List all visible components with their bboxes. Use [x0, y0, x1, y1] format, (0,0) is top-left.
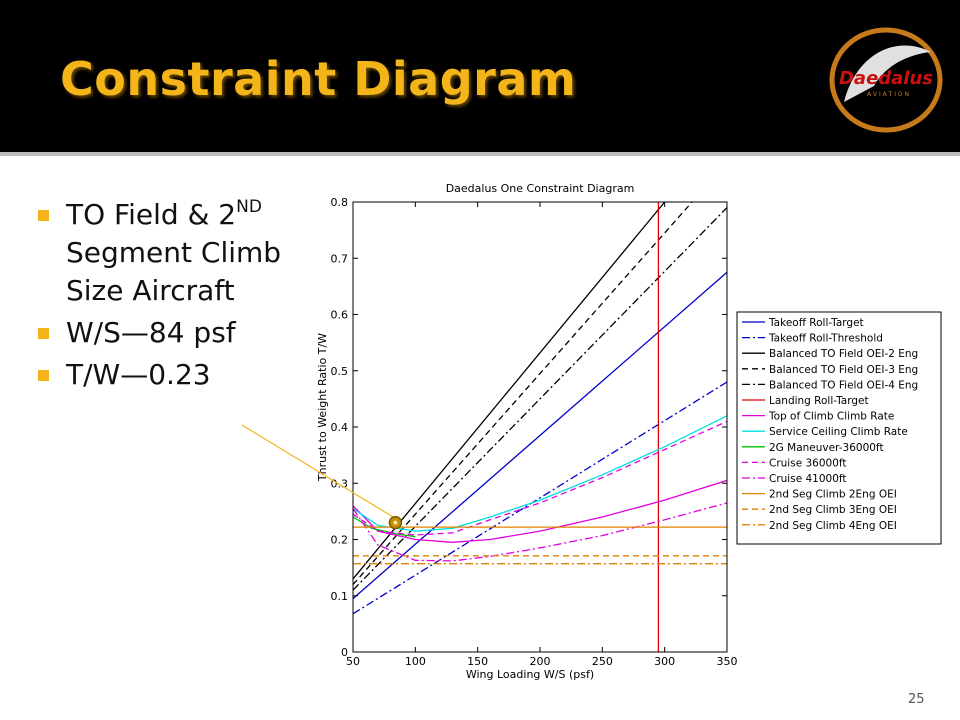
legend-entry: Cruise 41000ft — [769, 473, 847, 485]
series-line-2 — [353, 381, 727, 615]
y-tick-label: 0.6 — [331, 309, 349, 322]
x-tick-label: 250 — [592, 655, 613, 668]
series-line-4 — [353, 202, 693, 585]
series-line-5 — [353, 207, 727, 591]
series-line-8 — [353, 415, 727, 532]
y-tick-label: 0.4 — [331, 421, 349, 434]
design-point-center — [393, 520, 398, 525]
legend-entry: Takeoff Roll-Threshold — [768, 333, 883, 345]
x-tick-label: 150 — [467, 655, 488, 668]
y-tick-label: 0.5 — [331, 365, 349, 378]
x-axis-label: Wing Loading W/S (psf) — [466, 668, 594, 681]
legend-entry: Landing Roll-Target — [769, 395, 869, 407]
legend-entry: 2G Maneuver-36000ft — [769, 442, 884, 454]
annotation-arrow — [241, 424, 393, 518]
x-tick-label: 50 — [346, 655, 360, 668]
legend-entry: Balanced TO Field OEI-3 Eng — [769, 364, 918, 376]
bullet-item: T/W—0.23 — [36, 356, 296, 394]
bullet-text: TO Field & 2 — [66, 198, 237, 231]
series-line-7 — [353, 479, 727, 543]
legend-entry: 2nd Seg Climb 2Eng OEI — [769, 489, 897, 501]
legend-entry: 2nd Seg Climb 4Eng OEI — [769, 520, 897, 532]
legend-entry: Balanced TO Field OEI-4 Eng — [769, 379, 918, 391]
logo-wordmark: Daedalus — [839, 68, 933, 89]
bullet-square-icon — [38, 328, 49, 339]
page-number: 25 — [908, 692, 925, 707]
slide-header — [0, 0, 960, 152]
header-divider — [0, 152, 960, 156]
chart-title: Daedalus One Constraint Diagram — [446, 182, 635, 195]
bullet-square-icon — [38, 210, 49, 221]
logo-wing — [844, 45, 931, 102]
slide-title: Constraint Diagram — [60, 52, 577, 106]
bullet-item: TO Field & 2ND Segment Climb Size Aircra… — [36, 196, 296, 310]
x-tick-label: 100 — [405, 655, 426, 668]
x-tick-label: 300 — [654, 655, 675, 668]
legend-entry: Cruise 36000ft — [769, 457, 847, 469]
bullet-item: W/S—84 psf — [36, 314, 296, 352]
y-tick-label: 0.2 — [331, 534, 349, 547]
series-group — [353, 202, 727, 652]
y-tick-label: 0.7 — [331, 252, 349, 265]
bullet-text: W/S—84 psf — [66, 316, 236, 349]
bullet-superscript: ND — [236, 197, 262, 217]
legend-entry: Top of Climb Climb Rate — [768, 411, 894, 423]
bullet-text-continued: Segment Climb Size Aircraft — [66, 236, 282, 307]
x-tick-label: 200 — [530, 655, 551, 668]
legend-entry: Takeoff Roll-Target — [768, 317, 864, 329]
y-axis-label: Thrust to Weight Ratio T/W — [316, 333, 329, 482]
legend-entry: 2nd Seg Climb 3Eng OEI — [769, 504, 897, 516]
series-line-3 — [353, 202, 666, 580]
x-tick-label: 350 — [717, 655, 738, 668]
series-line-10 — [353, 420, 727, 536]
legend-box — [736, 311, 942, 545]
logo-subtext: A V I A T I O N — [867, 91, 909, 98]
logo-ring — [829, 27, 943, 133]
series-line-1 — [353, 271, 727, 600]
y-tick-label: 0 — [341, 646, 348, 659]
series-line-11 — [353, 502, 727, 562]
legend-entry: Balanced TO Field OEI-2 Eng — [769, 348, 918, 360]
legend-entry: Service Ceiling Climb Rate — [769, 426, 908, 438]
bullet-square-icon — [38, 370, 49, 381]
y-tick-label: 0.1 — [331, 590, 349, 603]
daedalus-logo: Daedalus A V I A T I O N — [829, 27, 943, 133]
bullet-text: T/W—0.23 — [66, 358, 211, 391]
bullet-list: TO Field & 2ND Segment Climb Size Aircra… — [36, 196, 296, 398]
y-tick-label: 0.8 — [331, 196, 349, 209]
plot-frame — [352, 201, 728, 653]
